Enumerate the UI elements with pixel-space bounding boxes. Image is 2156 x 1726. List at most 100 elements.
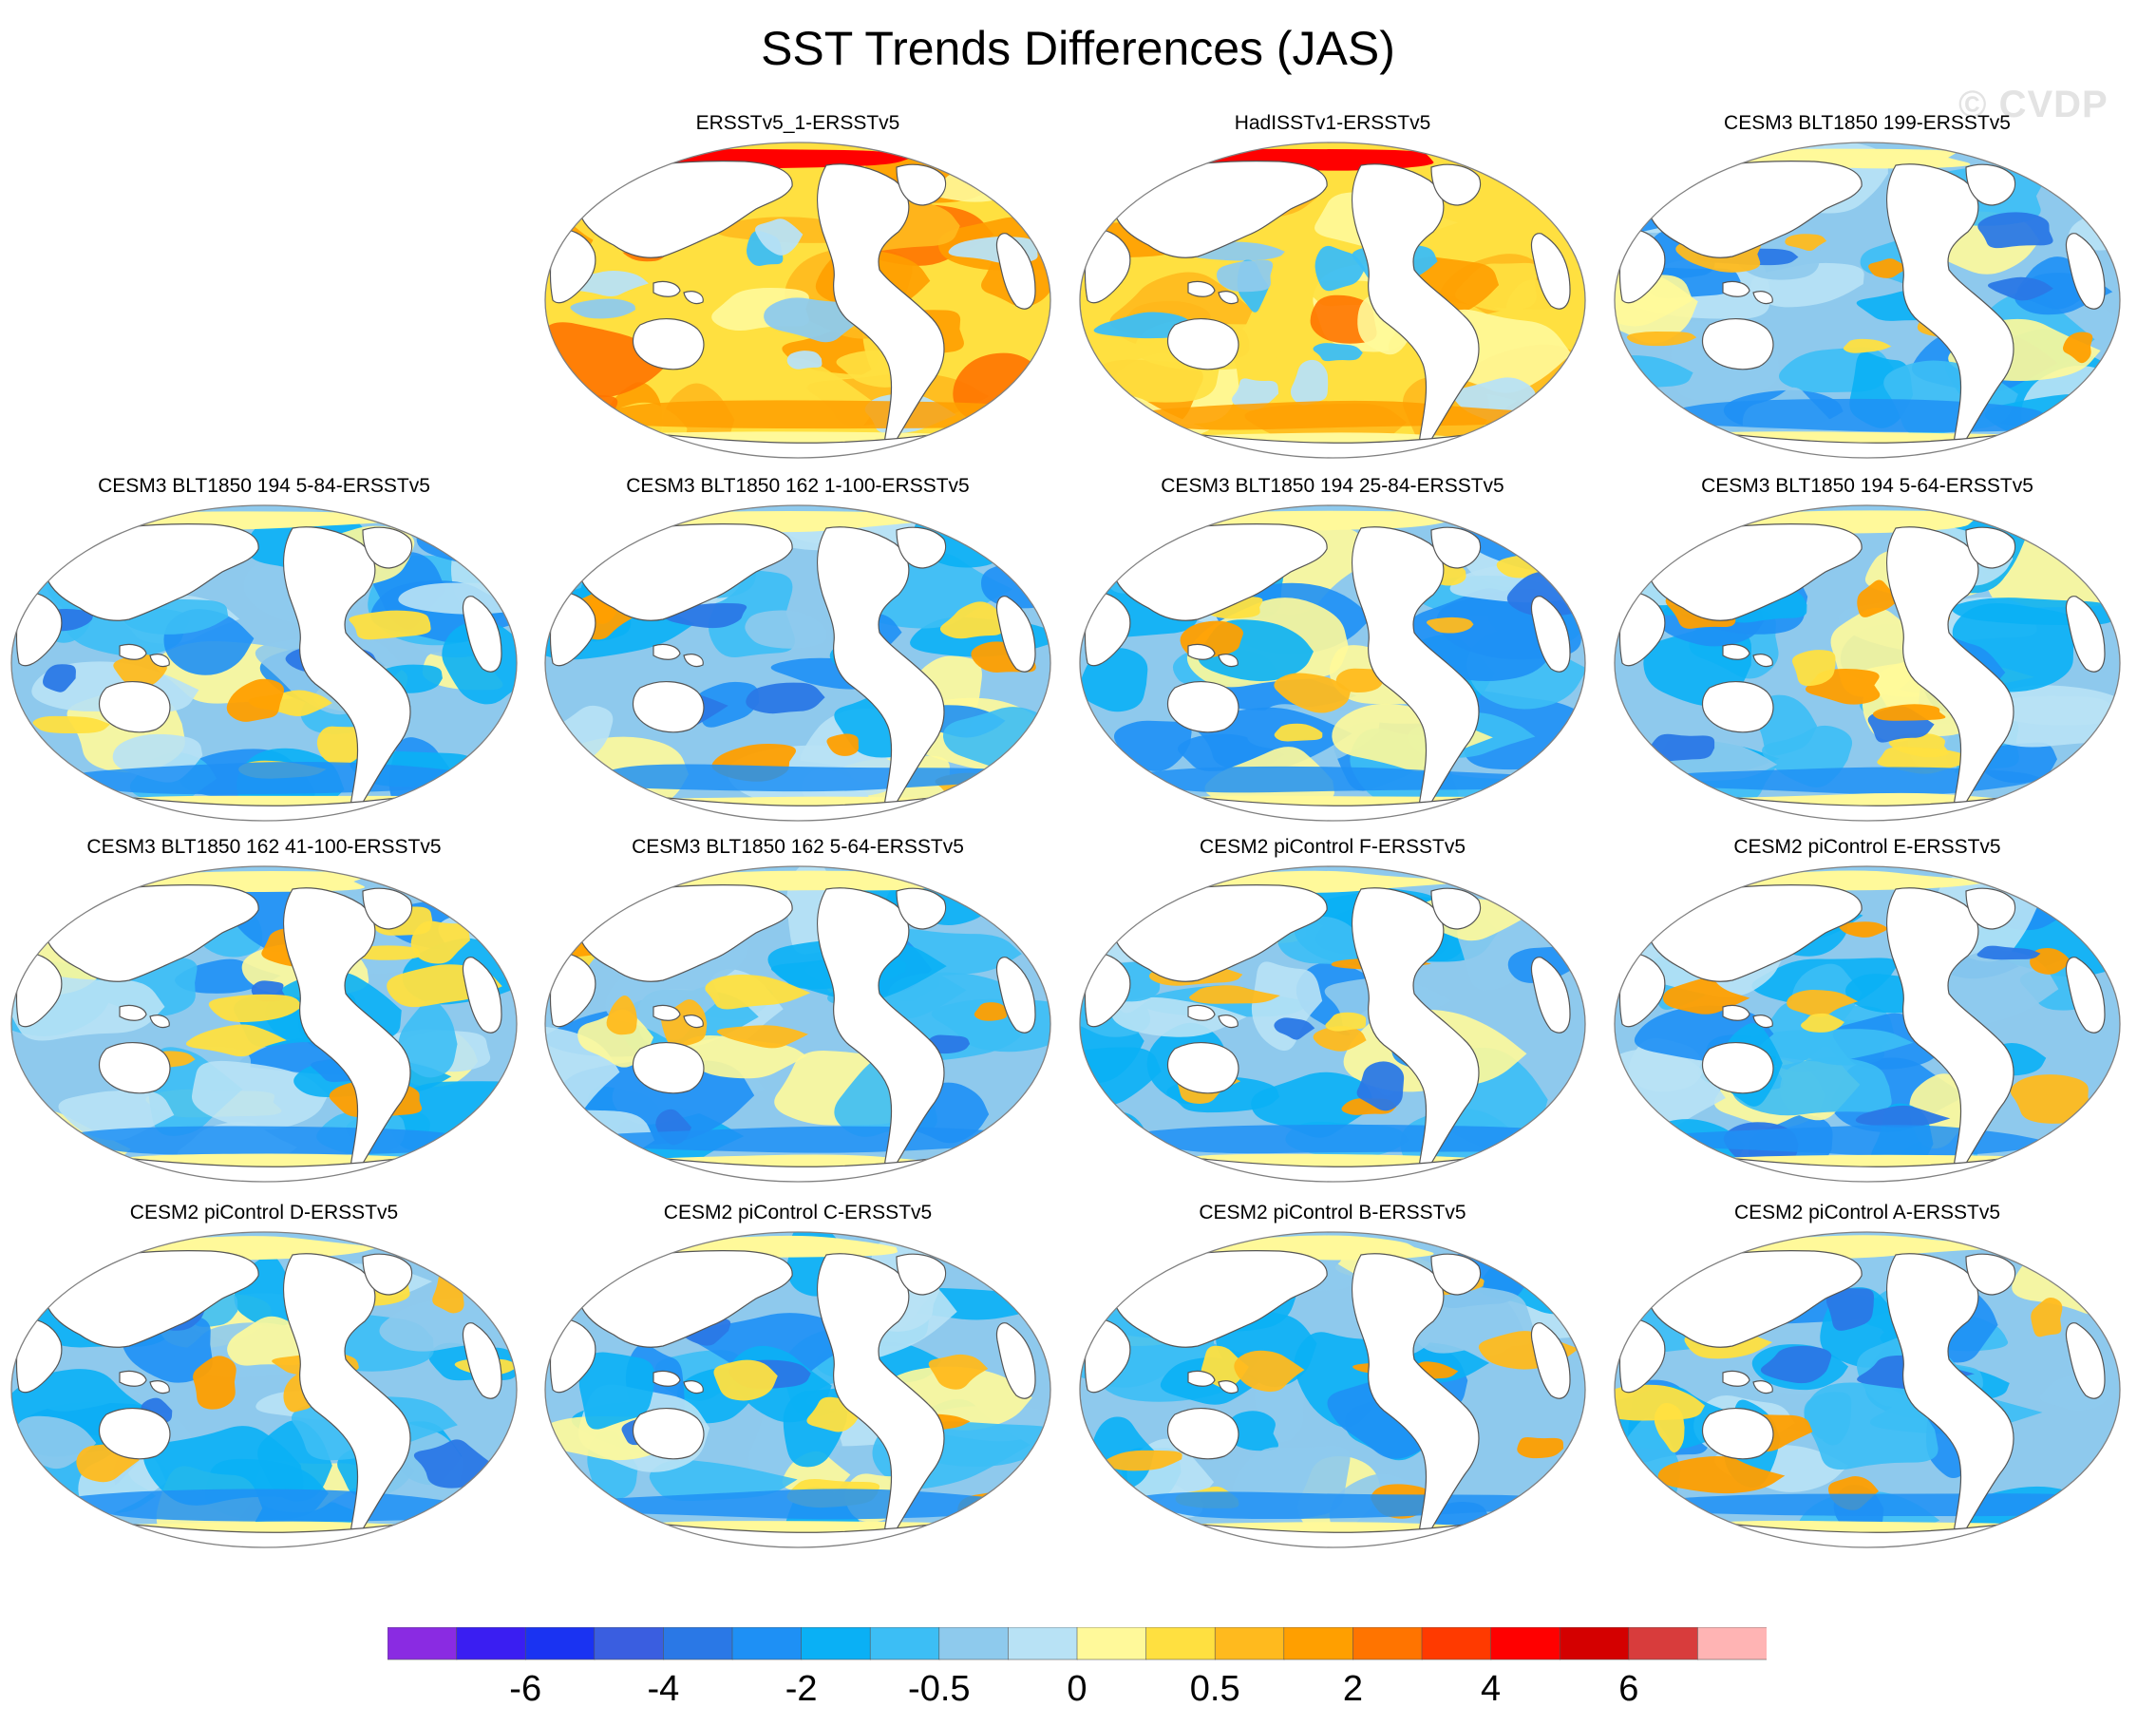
map-panel-title: CESM2 piControl C-ERSSTv5	[663, 1202, 933, 1223]
sst-anomaly-patch	[1113, 720, 1192, 771]
sst-anomaly-patch	[826, 733, 860, 756]
colorbar-swatch	[1490, 1627, 1560, 1660]
sst-difference-map	[10, 504, 518, 822]
map-panel-title: CESM2 piControl B-ERSSTv5	[1199, 1202, 1466, 1223]
sst-anomaly-patch	[606, 995, 637, 1035]
sst-anomaly-patch	[1314, 245, 1366, 292]
colorbar-swatch	[1145, 1627, 1216, 1660]
southern-ocean-band	[564, 1489, 1041, 1520]
sst-anomaly-patch	[1801, 1013, 1844, 1033]
land-eurasia	[577, 1250, 793, 1348]
land-africa-east	[1084, 592, 1131, 667]
land-greenland	[896, 887, 947, 930]
colorbar-swatch	[1008, 1627, 1078, 1660]
sst-anomaly-patch	[1313, 1026, 1367, 1052]
land-eurafrica-east	[1530, 596, 1571, 673]
land-maritime	[652, 643, 704, 668]
land-maritime	[1722, 1370, 1773, 1394]
cvdp-watermark: © CVDP	[1958, 84, 2109, 125]
colorbar-tick-label: -2	[785, 1669, 818, 1709]
colorbar-tick-label: -4	[647, 1669, 680, 1709]
southern-ocean-band	[566, 764, 1049, 792]
colorbar-swatch	[801, 1627, 872, 1660]
sst-anomaly-patch	[1251, 1072, 1375, 1138]
sst-anomaly-patch	[2031, 1298, 2063, 1337]
map-panel-title: CESM3 BLT1850 162 5-64-ERSSTv5	[632, 836, 964, 858]
sst-anomaly-patch	[1231, 378, 1279, 410]
land-africa-east	[1084, 229, 1131, 304]
sst-anomaly-patch	[974, 1002, 1008, 1021]
sst-anomaly-patch	[1857, 579, 1901, 617]
sst-anomaly-patch	[1104, 1450, 1182, 1471]
land-eurasia	[44, 523, 259, 621]
sst-anomaly-patch	[208, 994, 303, 1023]
sst-anomaly-patch	[1274, 673, 1351, 713]
land-greenland	[1430, 163, 1482, 206]
colorbar-swatch	[388, 1627, 458, 1660]
map-panel: CESM2 piControl B-ERSSTv5	[1076, 1202, 1589, 1558]
sst-anomaly-patch	[349, 610, 431, 640]
page-title: SST Trends Differences (JAS)	[761, 22, 1395, 75]
sst-anomaly-patch	[1839, 921, 1890, 938]
land-africa-east	[1618, 1318, 1666, 1394]
sst-anomaly-patch	[1760, 1345, 1832, 1384]
map-panel-title: CESM3 BLT1850 162 41-100-ERSSTv5	[86, 836, 442, 858]
colorbar-swatch	[594, 1627, 665, 1660]
colorbar: -6 -4 -2 -0.5 0 0.5 2 4 6	[388, 1627, 1767, 1722]
land-eurafrica-east	[462, 957, 502, 1034]
colorbar-swatch	[524, 1627, 596, 1660]
sst-anomaly-patch	[939, 601, 1003, 639]
southern-ocean-band	[1634, 1493, 2076, 1517]
map-panel-title: HadISSTv1-ERSSTv5	[1234, 112, 1431, 134]
map-panel: CESM3 BLT1850 199-ERSSTv5	[1611, 112, 2124, 468]
sst-anomaly-patch	[185, 1024, 287, 1057]
sst-anomaly-patch	[1517, 1436, 1564, 1459]
sst-anomaly-patch	[316, 726, 363, 766]
colorbar-tick-label: -0.5	[908, 1669, 971, 1709]
map-outline	[544, 142, 1051, 459]
map-outline	[1614, 142, 2121, 459]
land-maritime	[652, 1004, 704, 1029]
sst-anomaly-patch	[1987, 276, 2053, 301]
map-panel: CESM3 BLT1850 162 1-100-ERSSTv5	[541, 475, 1054, 831]
sst-anomaly-patch	[550, 393, 618, 436]
sst-anomaly-patch	[1356, 1061, 1405, 1111]
map-outline	[1079, 142, 1586, 459]
land-australia	[1701, 681, 1774, 733]
map-panel-title: CESM3 BLT1850 199-ERSSTv5	[1724, 112, 2011, 134]
map-outline	[1079, 504, 1586, 822]
land-maritime	[1187, 280, 1239, 305]
colorbar-swatch	[869, 1627, 940, 1660]
land-africa-east	[15, 592, 63, 667]
land-australia	[632, 318, 705, 370]
land-australia	[632, 1408, 705, 1460]
land-maritime	[1722, 280, 1773, 305]
map-outline	[1079, 865, 1586, 1183]
land-eurasia	[44, 1250, 259, 1348]
land-eurasia	[1112, 523, 1328, 621]
sst-anomaly-patch	[1332, 703, 1493, 772]
sst-anomaly-patch	[746, 682, 825, 714]
colorbar-swatch	[456, 1627, 526, 1660]
map-outline	[10, 865, 518, 1183]
sst-anomaly-patch	[1313, 343, 1363, 362]
sst-anomaly-patch	[989, 1480, 1050, 1547]
map-panel: CESM2 piControl C-ERSSTv5	[541, 1202, 1054, 1558]
land-australia	[98, 1408, 171, 1460]
colorbar-tick-label: 0	[1067, 1669, 1087, 1709]
sst-anomaly-patch	[1080, 1047, 1162, 1106]
sst-anomaly-patch	[2071, 142, 2120, 205]
map-panel: CESM3 BLT1850 162 41-100-ERSSTv5	[8, 836, 520, 1192]
land-australia	[1166, 681, 1239, 733]
land-greenland	[1430, 1253, 1482, 1296]
land-australia	[1166, 1408, 1239, 1460]
sst-anomaly-patch	[2030, 948, 2071, 975]
land-eurasia	[577, 161, 793, 258]
sst-anomaly-patch	[1855, 1105, 1951, 1128]
sst-difference-map	[544, 865, 1051, 1183]
land-eurafrica-east	[1530, 1322, 1571, 1399]
sst-anomaly-patch	[1325, 1012, 1367, 1032]
land-greenland	[1965, 526, 2016, 569]
land-greenland	[1965, 163, 2016, 206]
sst-anomaly-patch	[2010, 1074, 2092, 1124]
